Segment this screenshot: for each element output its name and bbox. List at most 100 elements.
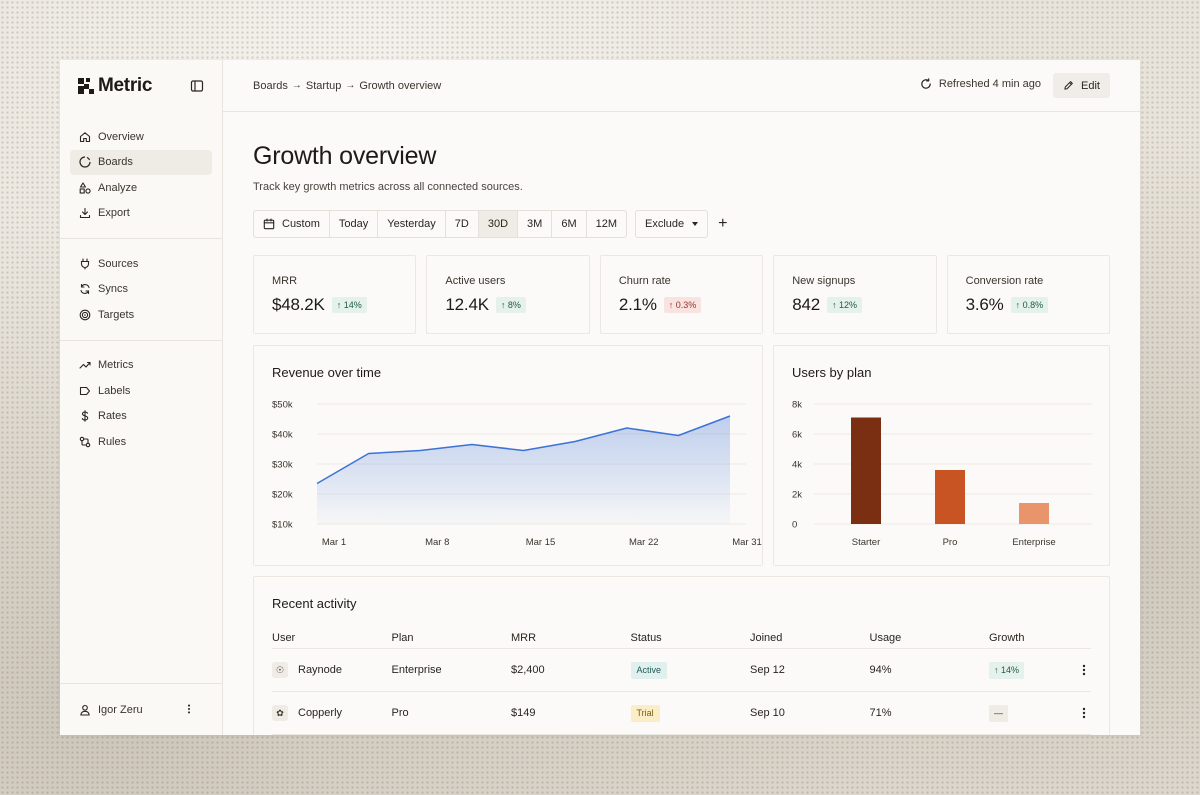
cell-user: ✿ Copperly — [272, 705, 392, 721]
sidebar-item-metrics[interactable]: Metrics — [70, 353, 212, 379]
bar-pro[interactable] — [935, 470, 965, 524]
chart-title: Revenue over time — [272, 365, 382, 380]
cell-mrr: $2,400 — [511, 664, 545, 676]
status-badge: Trial — [630, 704, 660, 722]
sidebar-item-label: Rules — [98, 435, 127, 448]
more-vertical-icon[interactable] — [183, 703, 195, 715]
kpi-card-active-users[interactable]: Active users 12.4K ↑ 8% — [426, 255, 590, 334]
range-custom-button[interactable]: Custom — [254, 211, 330, 237]
y-tick-label: $50k — [272, 400, 293, 411]
exclude-dropdown[interactable]: Exclude — [635, 210, 709, 238]
column-header[interactable]: Status — [630, 631, 662, 644]
sidebar-item-label: Analyze — [98, 181, 138, 194]
cell-user: ☉ Raynode — [272, 662, 392, 678]
sidebar-item-overview[interactable]: Overview — [70, 124, 212, 150]
nav-group-config: Metrics Labels Rates Rules — [60, 341, 222, 467]
range-yesterday-button[interactable]: Yesterday — [378, 211, 446, 237]
kpi-value: $48.2K — [272, 295, 325, 314]
page-title: Growth overview — [253, 142, 437, 170]
revenue-line — [316, 415, 731, 485]
kpi-value: 2.1% — [618, 295, 657, 314]
revenue-area-chart: $50k $40k $30k $20k $10k Mar 1 Mar 8 Mar 15 Mar … — [272, 400, 762, 549]
sidebar-item-rules[interactable]: Rules — [70, 429, 212, 455]
sidebar-item-label: Targets — [98, 308, 135, 321]
download-icon — [79, 208, 91, 219]
top-bar: Boards → Startup → Growth overview Refre… — [223, 60, 1140, 112]
cell-plan: Enterprise — [391, 664, 442, 676]
table-row[interactable]: ☉ Raynode Enterprise $2,400 Active Sep 1… — [272, 649, 1091, 692]
brand[interactable]: Metric — [60, 60, 222, 112]
kpi-card-churn-rate[interactable]: Churn rate 2.1% ↑ 0.3% — [599, 255, 764, 334]
trend-icon — [79, 362, 91, 369]
bar-starter[interactable] — [851, 417, 881, 525]
cell-plan: Pro — [391, 707, 409, 719]
charts-row: Revenue over time $50k $40k $30k $20k $10k Ma… — [253, 345, 1110, 566]
plug-icon — [80, 258, 90, 270]
more-vertical-icon[interactable] — [1077, 706, 1091, 720]
user-name: Copperly — [298, 707, 343, 719]
kpi-card-mrr[interactable]: MRR $48.2K ↑ 14% — [253, 255, 417, 334]
column-header[interactable]: User — [272, 631, 296, 644]
column-header[interactable]: Plan — [391, 631, 414, 644]
exclude-label: Exclude — [645, 218, 685, 230]
range-6m-button[interactable]: 6M — [552, 211, 587, 237]
nav-group-data: Sources Syncs Targets — [60, 239, 222, 341]
company-avatar: ☉ — [272, 662, 288, 678]
sidebar-item-sources[interactable]: Sources — [70, 251, 212, 277]
company-avatar: ✿ — [272, 705, 288, 721]
breadcrumb-item[interactable]: Startup — [305, 79, 342, 92]
y-tick-label: $10k — [272, 520, 293, 531]
breadcrumb-item[interactable]: Boards — [253, 79, 288, 92]
kpi-change-badge: ↑ 8% — [495, 297, 526, 313]
add-filter-button[interactable]: + — [718, 215, 728, 232]
kpi-label: New signups — [792, 275, 856, 287]
sidebar-item-labels[interactable]: Labels — [70, 378, 212, 404]
app-window: Metric Overview Boards Analyze Export — [60, 60, 1140, 735]
column-header[interactable]: Growth — [989, 631, 1025, 644]
label-icon — [79, 386, 91, 395]
refresh-icon — [921, 78, 931, 89]
users-by-plan-bar-chart: 8k 6k 4k 2k 0 Starter Pro Enterprise — [792, 400, 1092, 548]
sidebar-item-rates[interactable]: Rates — [70, 404, 212, 430]
column-header[interactable]: Joined — [750, 631, 783, 644]
table-row[interactable]: ✿ Copperly Pro $149 Trial Sep 10 71% — — [272, 692, 1091, 735]
sidebar-toggle-icon[interactable] — [190, 79, 204, 93]
x-tick-label: Starter — [852, 537, 881, 548]
sidebar-item-targets[interactable]: Targets — [70, 302, 212, 328]
sidebar-item-syncs[interactable]: Syncs — [70, 277, 212, 303]
boards-icon — [79, 156, 91, 168]
more-vertical-icon[interactable] — [1077, 663, 1091, 677]
range-12m-button[interactable]: 12M — [595, 218, 618, 230]
users-by-plan-chart-card: Users by plan 8k 6k 4k 2k 0 Starter Pro Enterpr… — [773, 345, 1110, 566]
growth-badge: ↑ 14% — [989, 661, 1025, 679]
growth-badge: — — [989, 704, 1008, 722]
sidebar-item-analyze[interactable]: Analyze — [70, 175, 212, 201]
refresh-status[interactable]: Refreshed 4 min ago — [920, 78, 1041, 90]
bar-enterprise[interactable] — [1019, 503, 1049, 524]
edit-button[interactable]: Edit — [1053, 73, 1110, 98]
cell-joined: Sep 10 — [750, 707, 785, 719]
column-header[interactable]: MRR — [511, 631, 537, 644]
range-30d-button[interactable]: 30D — [478, 211, 519, 237]
range-today-button[interactable]: Today — [330, 211, 379, 237]
user-menu[interactable]: Igor Zeru — [60, 683, 222, 735]
kpi-card-new-signups[interactable]: New signups 842 ↑ 12% — [773, 255, 937, 334]
kpi-card-conversion-rate[interactable]: Conversion rate 3.6% ↑ 0.8% — [946, 255, 1111, 334]
x-tick-label: Mar 8 — [425, 537, 449, 548]
target-icon — [79, 309, 91, 321]
user-name: Raynode — [298, 664, 343, 676]
x-tick-label: Enterprise — [1012, 537, 1055, 548]
table-header: User Plan MRR Status Joined Usage Growth — [272, 627, 1091, 649]
sidebar-item-label: Overview — [98, 130, 144, 143]
range-7d-button[interactable]: 7D — [446, 211, 479, 237]
cell-status: Trial — [630, 704, 751, 722]
kpi-change-badge: ↑ 14% — [331, 297, 367, 313]
kpi-value: 842 — [792, 295, 820, 314]
sidebar-item-boards[interactable]: Boards — [70, 149, 212, 175]
range-3m-button[interactable]: 3M — [518, 211, 553, 237]
kpi-label: MRR — [272, 275, 298, 287]
column-header[interactable]: Usage — [869, 631, 902, 644]
sidebar-item-label: Boards — [98, 156, 133, 169]
kpi-row: MRR $48.2K ↑ 14% Active users 12.4K ↑ 8% C… — [253, 255, 1111, 334]
sidebar-item-export[interactable]: Export — [70, 201, 212, 227]
